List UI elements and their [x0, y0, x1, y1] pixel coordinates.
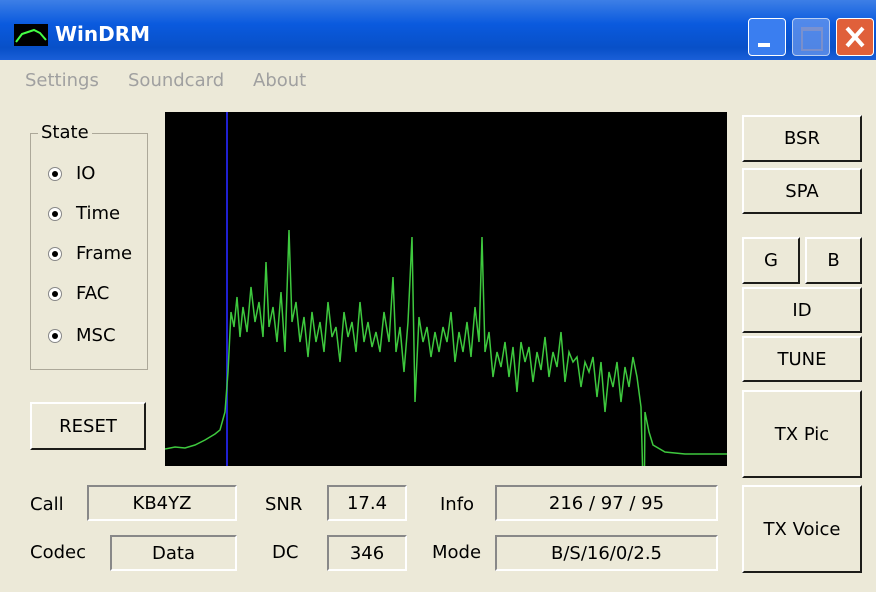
field-value: Data [110, 535, 237, 571]
field-value: KB4YZ [87, 485, 237, 521]
radio-label: Frame [76, 243, 133, 264]
b-button[interactable]: B [805, 237, 862, 284]
field-label: DC [272, 542, 299, 563]
g-button[interactable]: G [742, 237, 800, 284]
tx-pic-button[interactable]: TX Pic [742, 390, 862, 478]
radio-label: IO [76, 163, 96, 184]
radio-dot[interactable] [48, 246, 62, 261]
field-value: 17.4 [327, 485, 407, 521]
radio-label: FAC [76, 283, 110, 304]
radio-label: Time [76, 203, 121, 224]
minimize-button[interactable] [748, 18, 786, 56]
menu-item[interactable]: Settings [25, 70, 99, 91]
radio-option[interactable]: FAC [48, 283, 109, 304]
radio-label: MSC [76, 325, 116, 346]
radio-option[interactable]: IO [48, 163, 95, 184]
menu-item[interactable]: Soundcard [128, 70, 225, 91]
radio-dot[interactable] [48, 206, 62, 221]
field-label: Mode [432, 542, 482, 563]
field-label: Call [30, 494, 64, 515]
window-title: WinDRM [55, 22, 151, 46]
radio-option[interactable]: MSC [48, 325, 116, 346]
group-label: State [38, 122, 92, 143]
menu-item[interactable]: About [253, 70, 307, 91]
spa-button[interactable]: SPA [742, 168, 862, 214]
app-icon [14, 24, 48, 46]
field-value: 346 [327, 535, 407, 571]
field-value: B/S/16/0/2.5 [495, 535, 718, 571]
field-value: 216 / 97 / 95 [495, 485, 718, 521]
tx-voice-button[interactable]: TX Voice [742, 485, 862, 573]
radio-option[interactable]: Frame [48, 243, 132, 264]
tune-button[interactable]: TUNE [742, 336, 862, 382]
radio-dot[interactable] [48, 328, 62, 343]
title-bar [0, 0, 876, 60]
maximize-button[interactable] [792, 18, 830, 56]
spectrum-display [165, 112, 727, 466]
field-label: SNR [265, 494, 303, 515]
field-label: Info [440, 494, 475, 515]
id-button[interactable]: ID [742, 287, 862, 333]
close-button[interactable] [836, 18, 874, 56]
bsr-button[interactable]: BSR [742, 115, 862, 162]
radio-option[interactable]: Time [48, 203, 120, 224]
reset-button[interactable]: RESET [30, 402, 146, 450]
radio-dot[interactable] [48, 166, 62, 181]
field-label: Codec [30, 542, 86, 563]
radio-dot[interactable] [48, 286, 62, 301]
